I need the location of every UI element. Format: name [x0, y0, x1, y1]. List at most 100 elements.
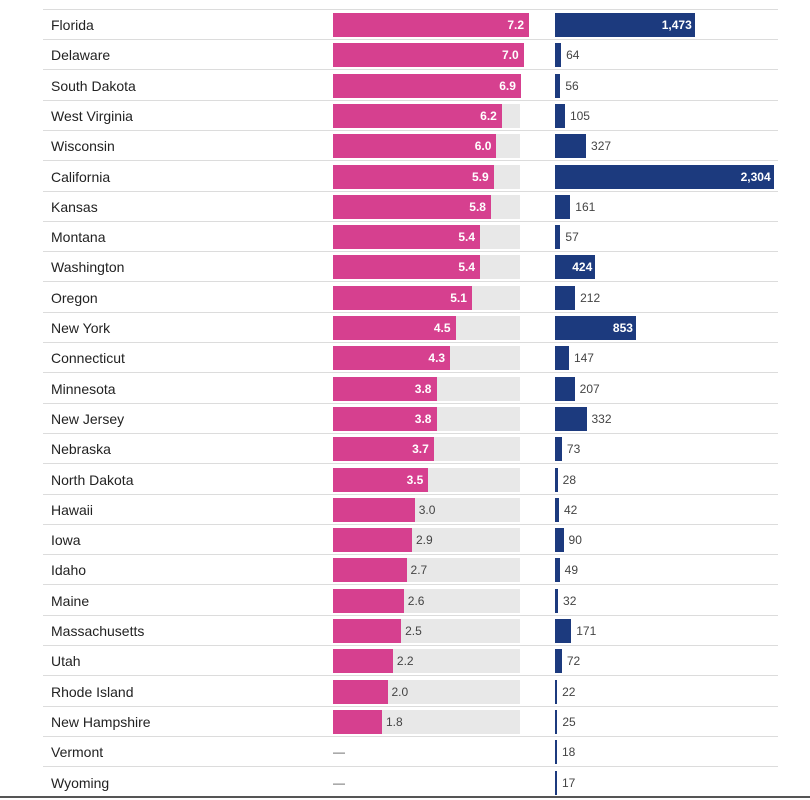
row-divider — [43, 554, 778, 556]
row-divider — [43, 220, 778, 222]
row-divider — [43, 614, 778, 616]
table-row: Maine 2.6 32 — [43, 586, 778, 616]
state-label: Rhode Island — [51, 683, 134, 700]
count-bar — [555, 73, 561, 98]
rate-value-label: 3.5 — [406, 472, 424, 487]
rate-value-label: 2.5 — [405, 624, 422, 638]
table-row: Idaho 2.7 49 — [43, 555, 778, 586]
state-label: North Dakota — [51, 471, 134, 488]
table-row: Vermont — 18 — [43, 737, 778, 768]
rate-value-label: 2.6 — [407, 593, 425, 608]
count-value-label: 2,304 — [740, 169, 771, 184]
rate-value-label: 3.8 — [414, 411, 432, 426]
rate-bar — [333, 13, 530, 37]
state-label: Iowa — [51, 532, 81, 549]
count-value-label: 207 — [579, 381, 600, 396]
rate-bar — [333, 437, 434, 462]
row-divider — [43, 69, 778, 71]
table-row: Kansas 5.8 161 — [43, 192, 778, 222]
state-label: Connecticut — [51, 350, 125, 367]
state-label: Utah — [51, 653, 81, 670]
count-value-label: 332 — [591, 411, 612, 426]
row-divider — [43, 281, 778, 283]
rate-value-label: 5.9 — [471, 169, 489, 184]
state-label: Delaware — [51, 47, 111, 64]
rate-value-label: 5.8 — [469, 199, 486, 214]
rate-bar — [333, 467, 429, 492]
table-row: New York 4.5 853 — [43, 313, 778, 343]
rate-bar — [333, 43, 524, 68]
table-row: West Virginia 6.2 105 — [43, 101, 778, 131]
rate-bar — [333, 225, 480, 250]
count-value-label: 42 — [563, 502, 578, 517]
count-bar — [555, 649, 562, 674]
rate-bar — [333, 497, 415, 522]
count-bar — [555, 770, 557, 795]
count-value-label: 17 — [562, 775, 576, 790]
table-row: Wisconsin 6.0 327 — [43, 131, 778, 162]
table-row: Nebraska 3.7 73 — [43, 434, 778, 465]
rate-value-label: 5.4 — [458, 260, 476, 275]
table-row: Connecticut 4.3 147 — [43, 343, 778, 374]
state-label: Hawaii — [51, 501, 94, 518]
rate-value-label: 7.2 — [507, 18, 525, 32]
count-value-label: 57 — [565, 230, 579, 245]
count-bar — [555, 164, 774, 189]
count-bar — [555, 316, 636, 340]
state-label: South Dakota — [51, 77, 136, 94]
rate-bar — [333, 73, 521, 98]
rate-value-label: 1.8 — [386, 714, 403, 729]
chart-bottom-border — [0, 796, 810, 798]
rate-bar — [333, 346, 451, 371]
table-row: Florida 7.2 1,473 — [43, 10, 778, 40]
state-label: Oregon — [51, 289, 98, 306]
state-label: West Virginia — [51, 107, 133, 124]
rate-bar — [333, 558, 407, 583]
row-divider — [43, 735, 778, 737]
rate-value-label: 2.0 — [391, 684, 409, 699]
rate-bar — [333, 709, 382, 734]
rate-bar — [333, 285, 472, 310]
count-bar — [555, 13, 695, 37]
table-row: Rhode Island 2.0 22 — [43, 677, 778, 707]
count-value-label: 90 — [568, 533, 582, 548]
state-label: Wyoming — [51, 774, 110, 791]
table-row: Minnesota 3.8 207 — [43, 374, 778, 404]
rate-value-label: 6.0 — [474, 139, 492, 154]
count-value-label: 105 — [569, 108, 590, 123]
table-row: Oregon 5.1 212 — [43, 283, 778, 313]
rate-bar — [333, 619, 402, 643]
count-bar — [555, 255, 596, 280]
count-bar — [555, 346, 569, 371]
count-value-label: 72 — [566, 654, 581, 669]
table-row: Delaware 7.0 64 — [43, 40, 778, 71]
count-value-label: 171 — [576, 624, 597, 638]
row-divider — [43, 160, 778, 162]
count-value-label: 161 — [575, 199, 596, 214]
state-label: Minnesota — [51, 380, 116, 397]
count-value-label: 73 — [566, 442, 581, 457]
rate-bar — [333, 649, 393, 674]
table-row: New Jersey 3.8 332 — [43, 404, 778, 434]
rate-value-label: 6.2 — [480, 108, 497, 123]
state-label: Nebraska — [51, 441, 111, 458]
row-divider — [43, 645, 778, 646]
rate-bar — [333, 316, 456, 340]
rate-bar — [333, 255, 480, 280]
state-label: Florida — [51, 17, 94, 33]
rate-value-label: 3.0 — [418, 502, 436, 517]
row-divider — [43, 493, 778, 495]
row-divider — [43, 190, 778, 192]
count-bar — [555, 588, 558, 613]
count-value-label: 64 — [566, 48, 580, 63]
state-label: California — [51, 168, 111, 185]
row-divider — [43, 311, 778, 313]
rate-value-label: 2.9 — [415, 533, 433, 548]
table-row: Washington 5.4 424 — [43, 252, 778, 283]
count-bar — [555, 194, 571, 219]
row-divider — [43, 402, 778, 404]
state-label: Montana — [51, 229, 106, 246]
count-bar — [555, 679, 558, 704]
state-label: Wisconsin — [51, 138, 115, 155]
